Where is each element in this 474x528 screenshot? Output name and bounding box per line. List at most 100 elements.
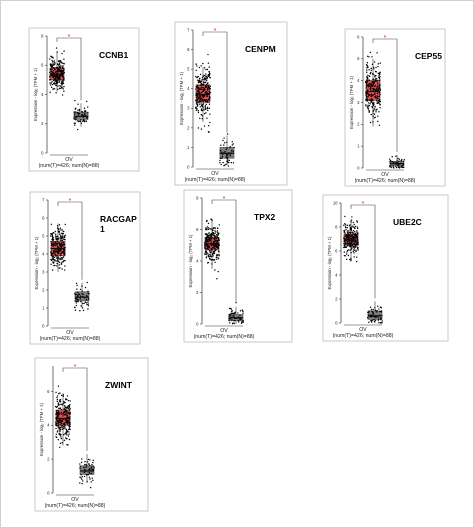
data-point — [203, 82, 205, 84]
data-point — [56, 419, 59, 422]
data-point — [208, 99, 211, 101]
data-point — [61, 428, 64, 430]
data-point — [56, 244, 59, 246]
data-point — [352, 231, 354, 233]
data-point — [91, 468, 93, 470]
data-point — [209, 88, 212, 90]
data-point — [389, 158, 391, 160]
data-point — [389, 160, 392, 162]
panel-frame — [322, 194, 449, 342]
data-point — [69, 407, 71, 410]
data-point — [207, 53, 209, 56]
data-point — [352, 221, 354, 224]
data-point — [356, 227, 359, 230]
data-point — [84, 301, 87, 303]
data-point — [203, 67, 206, 69]
data-point — [230, 307, 232, 310]
data-point — [60, 413, 63, 415]
data-point — [79, 482, 81, 484]
data-point — [51, 253, 54, 255]
data-point — [374, 96, 376, 98]
data-point — [350, 230, 352, 232]
data-point — [56, 254, 58, 257]
data-point — [379, 89, 381, 92]
data-point — [56, 265, 58, 267]
data-point — [78, 293, 81, 296]
data-point — [357, 241, 359, 243]
data-point — [51, 269, 54, 271]
data-point — [202, 90, 205, 93]
y-tick-label: 6 — [357, 34, 360, 39]
data-point — [84, 113, 86, 115]
data-point — [353, 256, 355, 258]
data-point — [83, 302, 85, 305]
data-point — [49, 71, 51, 74]
data-point — [195, 99, 197, 101]
data-point — [56, 66, 59, 69]
data-point — [61, 52, 63, 55]
data-point — [378, 308, 380, 310]
data-point — [373, 117, 375, 119]
data-point — [58, 258, 60, 260]
data-point — [195, 102, 198, 104]
data-point — [207, 109, 209, 112]
data-point — [367, 108, 370, 110]
data-point — [216, 254, 219, 256]
data-point — [372, 115, 374, 117]
data-point — [214, 247, 216, 249]
data-point — [228, 319, 230, 322]
data-point — [204, 245, 206, 247]
data-point — [239, 314, 241, 316]
data-point — [196, 99, 198, 102]
data-point — [379, 84, 381, 87]
data-point — [62, 261, 65, 263]
data-point — [85, 298, 88, 301]
data-point — [207, 252, 209, 255]
data-point — [59, 442, 62, 445]
data-point — [50, 258, 52, 261]
data-point — [374, 116, 377, 118]
data-point — [216, 278, 218, 280]
data-point — [216, 241, 218, 244]
data-point — [63, 50, 65, 52]
data-point — [201, 118, 203, 120]
data-point — [51, 256, 53, 258]
data-point — [62, 235, 64, 237]
data-point — [379, 317, 382, 319]
data-point — [84, 286, 87, 289]
data-point — [53, 251, 55, 254]
data-point — [86, 480, 88, 483]
data-point — [55, 255, 57, 257]
data-point — [233, 320, 235, 322]
y-tick-label: 3 — [357, 100, 360, 105]
data-point — [207, 125, 210, 127]
data-point — [51, 232, 53, 235]
data-point — [398, 158, 401, 160]
data-point — [49, 235, 52, 237]
data-point — [57, 413, 59, 415]
data-point — [204, 233, 207, 235]
data-point — [199, 97, 201, 99]
data-point — [67, 421, 70, 424]
data-point — [79, 295, 82, 297]
data-point — [75, 304, 78, 307]
data-point — [219, 149, 222, 152]
data-point — [393, 161, 395, 164]
y-tick-label: 0 — [357, 165, 360, 170]
data-point — [76, 295, 79, 297]
data-point — [59, 237, 61, 239]
data-point — [59, 399, 62, 401]
data-point — [89, 472, 91, 474]
data-point — [55, 249, 57, 251]
data-point — [215, 244, 217, 247]
y-axis-label: Expression - log₂ (TPM + 1) — [33, 67, 38, 120]
data-point — [229, 146, 232, 148]
data-point — [88, 476, 91, 478]
points-t — [364, 51, 382, 127]
panel-frame — [344, 28, 446, 187]
data-point — [65, 437, 68, 440]
data-point — [208, 66, 210, 68]
data-point — [81, 111, 83, 113]
data-point — [356, 243, 358, 246]
data-point — [67, 399, 70, 402]
